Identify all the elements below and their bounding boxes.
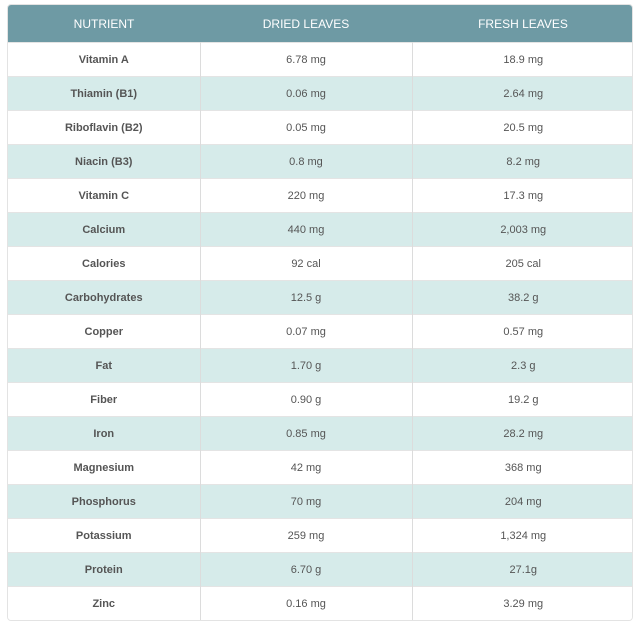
value-cell: 28.2 mg [412, 416, 632, 451]
table-row: Calcium 440 mg 2,003 mg [8, 212, 632, 247]
nutrient-cell: Copper [8, 314, 201, 349]
table-row: Thiamin (B1) 0.06 mg 2.64 mg [8, 76, 632, 111]
nutrient-table: NUTRIENT DRIED LEAVES FRESH LEAVES Vitamin… [8, 5, 632, 620]
nutrient-cell: Niacin (B3) [8, 144, 201, 179]
nutrient-cell: Vitamin C [8, 178, 201, 213]
nutrient-cell: Calcium [8, 212, 201, 247]
value-cell: 2.64 mg [412, 76, 632, 111]
nutrient-cell: Riboflavin (B2) [8, 110, 201, 145]
value-cell: 0.57 mg [412, 314, 632, 349]
nutrient-cell: Protein [8, 552, 201, 587]
value-cell: 0.07 mg [200, 314, 413, 349]
value-cell: 0.85 mg [200, 416, 413, 451]
value-cell: 17.3 mg [412, 178, 632, 213]
value-cell: 0.90 g [200, 382, 413, 417]
nutrient-cell: Potassium [8, 518, 201, 553]
table-row: Fiber 0.90 g 19.2 g [8, 382, 632, 417]
value-cell: 205 cal [412, 246, 632, 281]
value-cell: 368 mg [412, 450, 632, 485]
value-cell: 2.3 g [412, 348, 632, 383]
value-cell: 220 mg [200, 178, 413, 213]
table-row: Phosphorus 70 mg 204 mg [8, 484, 632, 519]
nutrient-cell: Carbohydrates [8, 280, 201, 315]
header-cell: FRESH LEAVES [412, 5, 632, 43]
nutrient-cell: Vitamin A [8, 42, 201, 77]
value-cell: 440 mg [200, 212, 413, 247]
value-cell: 1,324 mg [412, 518, 632, 553]
table-row: Magnesium 42 mg 368 mg [8, 450, 632, 485]
value-cell: 19.2 g [412, 382, 632, 417]
table-row: Vitamin A 6.78 mg 18.9 mg [8, 42, 632, 77]
table-row: Zinc 0.16 mg 3.29 mg [8, 586, 632, 620]
nutrient-cell: Fiber [8, 382, 201, 417]
value-cell: 0.16 mg [200, 586, 413, 620]
value-cell: 27.1g [412, 552, 632, 587]
value-cell: 92 cal [200, 246, 413, 281]
table-row: Protein 6.70 g 27.1g [8, 552, 632, 587]
value-cell: 0.8 mg [200, 144, 413, 179]
table-row: Potassium 259 mg 1,324 mg [8, 518, 632, 553]
table-row: Copper 0.07 mg 0.57 mg [8, 314, 632, 349]
table-row: Calories 92 cal 205 cal [8, 246, 632, 281]
value-cell: 3.29 mg [412, 586, 632, 620]
value-cell: 38.2 g [412, 280, 632, 315]
nutrient-cell: Zinc [8, 586, 201, 620]
nutrient-cell: Thiamin (B1) [8, 76, 201, 111]
value-cell: 6.70 g [200, 552, 413, 587]
value-cell: 259 mg [200, 518, 413, 553]
nutrient-cell: Magnesium [8, 450, 201, 485]
table-row: Riboflavin (B2) 0.05 mg 20.5 mg [8, 110, 632, 145]
value-cell: 8.2 mg [412, 144, 632, 179]
table-body: Vitamin A 6.78 mg 18.9 mg Thiamin (B1) 0.06 … [8, 42, 632, 620]
table-row: Fat 1.70 g 2.3 g [8, 348, 632, 383]
value-cell: 0.05 mg [200, 110, 413, 145]
table-row: Carbohydrates 12.5 g 38.2 g [8, 280, 632, 315]
value-cell: 12.5 g [200, 280, 413, 315]
value-cell: 0.06 mg [200, 76, 413, 111]
value-cell: 6.78 mg [200, 42, 413, 77]
header-cell: NUTRIENT [8, 5, 200, 43]
nutrient-cell: Iron [8, 416, 201, 451]
value-cell: 70 mg [200, 484, 413, 519]
value-cell: 42 mg [200, 450, 413, 485]
nutrient-cell: Calories [8, 246, 201, 281]
nutrient-cell: Phosphorus [8, 484, 201, 519]
header-row: NUTRIENT DRIED LEAVES FRESH LEAVES [8, 5, 632, 43]
table-container: NUTRIENT DRIED LEAVES FRESH LEAVES Vitamin… [7, 4, 633, 621]
value-cell: 20.5 mg [412, 110, 632, 145]
table-row: Iron 0.85 mg 28.2 mg [8, 416, 632, 451]
header-cell: DRIED LEAVES [200, 5, 412, 43]
nutrient-cell: Fat [8, 348, 201, 383]
value-cell: 1.70 g [200, 348, 413, 383]
table-row: Vitamin C 220 mg 17.3 mg [8, 178, 632, 213]
value-cell: 18.9 mg [412, 42, 632, 77]
value-cell: 2,003 mg [412, 212, 632, 247]
table-row: Niacin (B3) 0.8 mg 8.2 mg [8, 144, 632, 179]
value-cell: 204 mg [412, 484, 632, 519]
